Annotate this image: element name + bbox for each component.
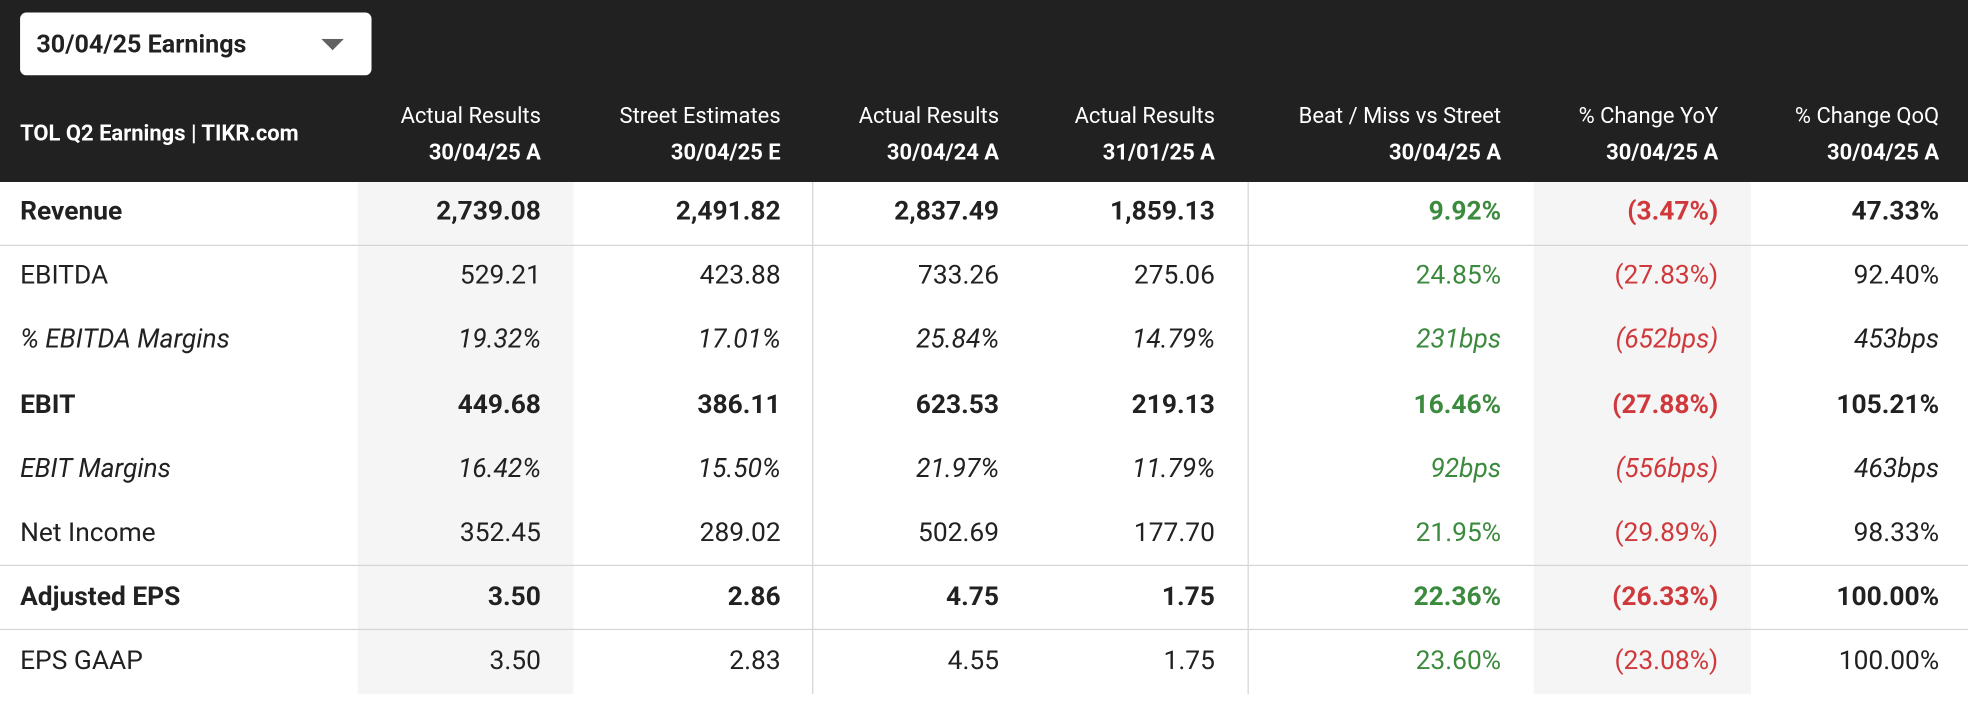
cell-value: 2.83 — [729, 646, 781, 677]
divider — [1247, 181, 1249, 695]
cell-value: (556bps) — [1615, 454, 1719, 485]
cell-value: 4.75 — [946, 582, 1000, 613]
cell-value: 733.26 — [918, 261, 1000, 292]
divider — [0, 244, 1968, 246]
cell-value: 3.50 — [487, 582, 541, 613]
cell-value: 2,491.82 — [675, 197, 781, 228]
row-label: EBIT Margins — [20, 454, 171, 485]
cell-value: 19.32% — [458, 325, 541, 356]
cell-value: 24.85% — [1415, 261, 1502, 292]
cell-value: 2,739.08 — [436, 197, 541, 228]
cell-value: 47.33% — [1851, 197, 1940, 228]
cell-value: 2,837.49 — [894, 197, 1000, 228]
cell-value: 22.36% — [1413, 582, 1502, 613]
column-date: 30/04/25 A — [428, 140, 541, 166]
cell-value: 1,859.13 — [1110, 197, 1215, 228]
cell-value: 386.11 — [697, 389, 781, 420]
cell-value: (652bps) — [1615, 325, 1719, 356]
row-label: EBIT — [20, 389, 76, 420]
cell-value: (26.33%) — [1612, 582, 1719, 613]
cell-value: 1.75 — [1161, 582, 1215, 613]
cell-value: 92.40% — [1853, 261, 1940, 292]
cell-value: 105.21% — [1836, 389, 1940, 420]
divider — [812, 181, 814, 695]
divider — [0, 564, 1968, 567]
column-shade — [357, 181, 574, 695]
cell-value: 100.00% — [1838, 646, 1940, 677]
cell-value: 16.42% — [458, 454, 541, 485]
dropdown-arrow — [321, 38, 344, 51]
cell-value: 177.70 — [1133, 518, 1215, 549]
row-label: EPS GAAP — [20, 646, 143, 677]
column-header: Actual Results — [400, 104, 541, 130]
cell-value: 529.21 — [459, 261, 541, 292]
cell-value: 16.46% — [1413, 389, 1502, 420]
cell-value: 463bps — [1854, 454, 1940, 485]
column-date: 30/04/24 A — [886, 140, 1000, 166]
cell-value: 289.02 — [699, 518, 781, 549]
cell-value: 231bps — [1416, 325, 1502, 356]
cell-value: 15.50% — [697, 454, 781, 485]
cell-value: 25.84% — [916, 325, 1000, 356]
table-title: TOL Q2 Earnings | TIKR.com — [20, 121, 299, 147]
cell-value: 21.95% — [1415, 518, 1502, 549]
cell-value: 219.13 — [1131, 389, 1215, 420]
row-label: % EBITDA Margins — [20, 325, 230, 356]
row-label: EBITDA — [20, 261, 109, 292]
column-date: 30/04/25 A — [1388, 140, 1502, 166]
cell-value: (29.89%) — [1614, 518, 1719, 549]
cell-value: 98.33% — [1853, 518, 1940, 549]
column-shade — [1533, 181, 1751, 695]
cell-value: 14.79% — [1132, 325, 1215, 356]
cell-value: 1.75 — [1163, 646, 1215, 677]
cell-value: 92bps — [1430, 454, 1502, 485]
cell-value: 502.69 — [918, 518, 1000, 549]
column-header: Street Estimates — [619, 104, 781, 130]
column-header: % Change YoY — [1578, 104, 1719, 130]
cell-value: 623.53 — [915, 389, 1000, 420]
cell-value: 11.79% — [1132, 454, 1215, 485]
column-header: % Change QoQ — [1794, 104, 1940, 130]
column-header: Actual Results — [1074, 104, 1215, 130]
cell-value: 4.55 — [947, 646, 1000, 677]
row-label: Net Income — [20, 518, 156, 549]
cell-value: 100.00% — [1836, 582, 1940, 613]
cell-value: 21.97% — [916, 454, 1000, 485]
column-date: 30/04/25 A — [1826, 140, 1940, 166]
cell-value: 9.92% — [1428, 197, 1502, 228]
cell-value: (3.47%) — [1627, 197, 1719, 228]
cell-value: 23.60% — [1415, 646, 1502, 677]
cell-value: (27.83%) — [1614, 261, 1719, 292]
cell-value: 3.50 — [489, 646, 541, 677]
cell-value: 352.45 — [459, 518, 541, 549]
column-date: 30/04/25 E — [670, 140, 781, 166]
cell-value: 453bps — [1854, 325, 1940, 356]
column-date: 31/01/25 A — [1102, 140, 1215, 166]
divider — [0, 628, 1968, 631]
column-header: Actual Results — [858, 104, 1000, 130]
cell-value: 423.88 — [699, 261, 781, 292]
cell-value: 2.86 — [727, 582, 781, 613]
column-date: 30/04/25 A — [1606, 140, 1719, 166]
cell-value: (27.88%) — [1612, 389, 1719, 420]
cell-value: 17.01% — [697, 325, 781, 356]
period-dropdown[interactable]: 30/04/25 Earnings — [20, 12, 372, 76]
cell-value: 449.68 — [457, 389, 541, 420]
dropdown-label: 30/04/25 Earnings — [36, 28, 247, 59]
row-label: Adjusted EPS — [20, 582, 181, 613]
cell-value: 275.06 — [1133, 261, 1215, 292]
cell-value: (23.08%) — [1614, 646, 1719, 677]
row-label: Revenue — [20, 197, 123, 228]
column-header: Beat / Miss vs Street — [1298, 104, 1502, 130]
